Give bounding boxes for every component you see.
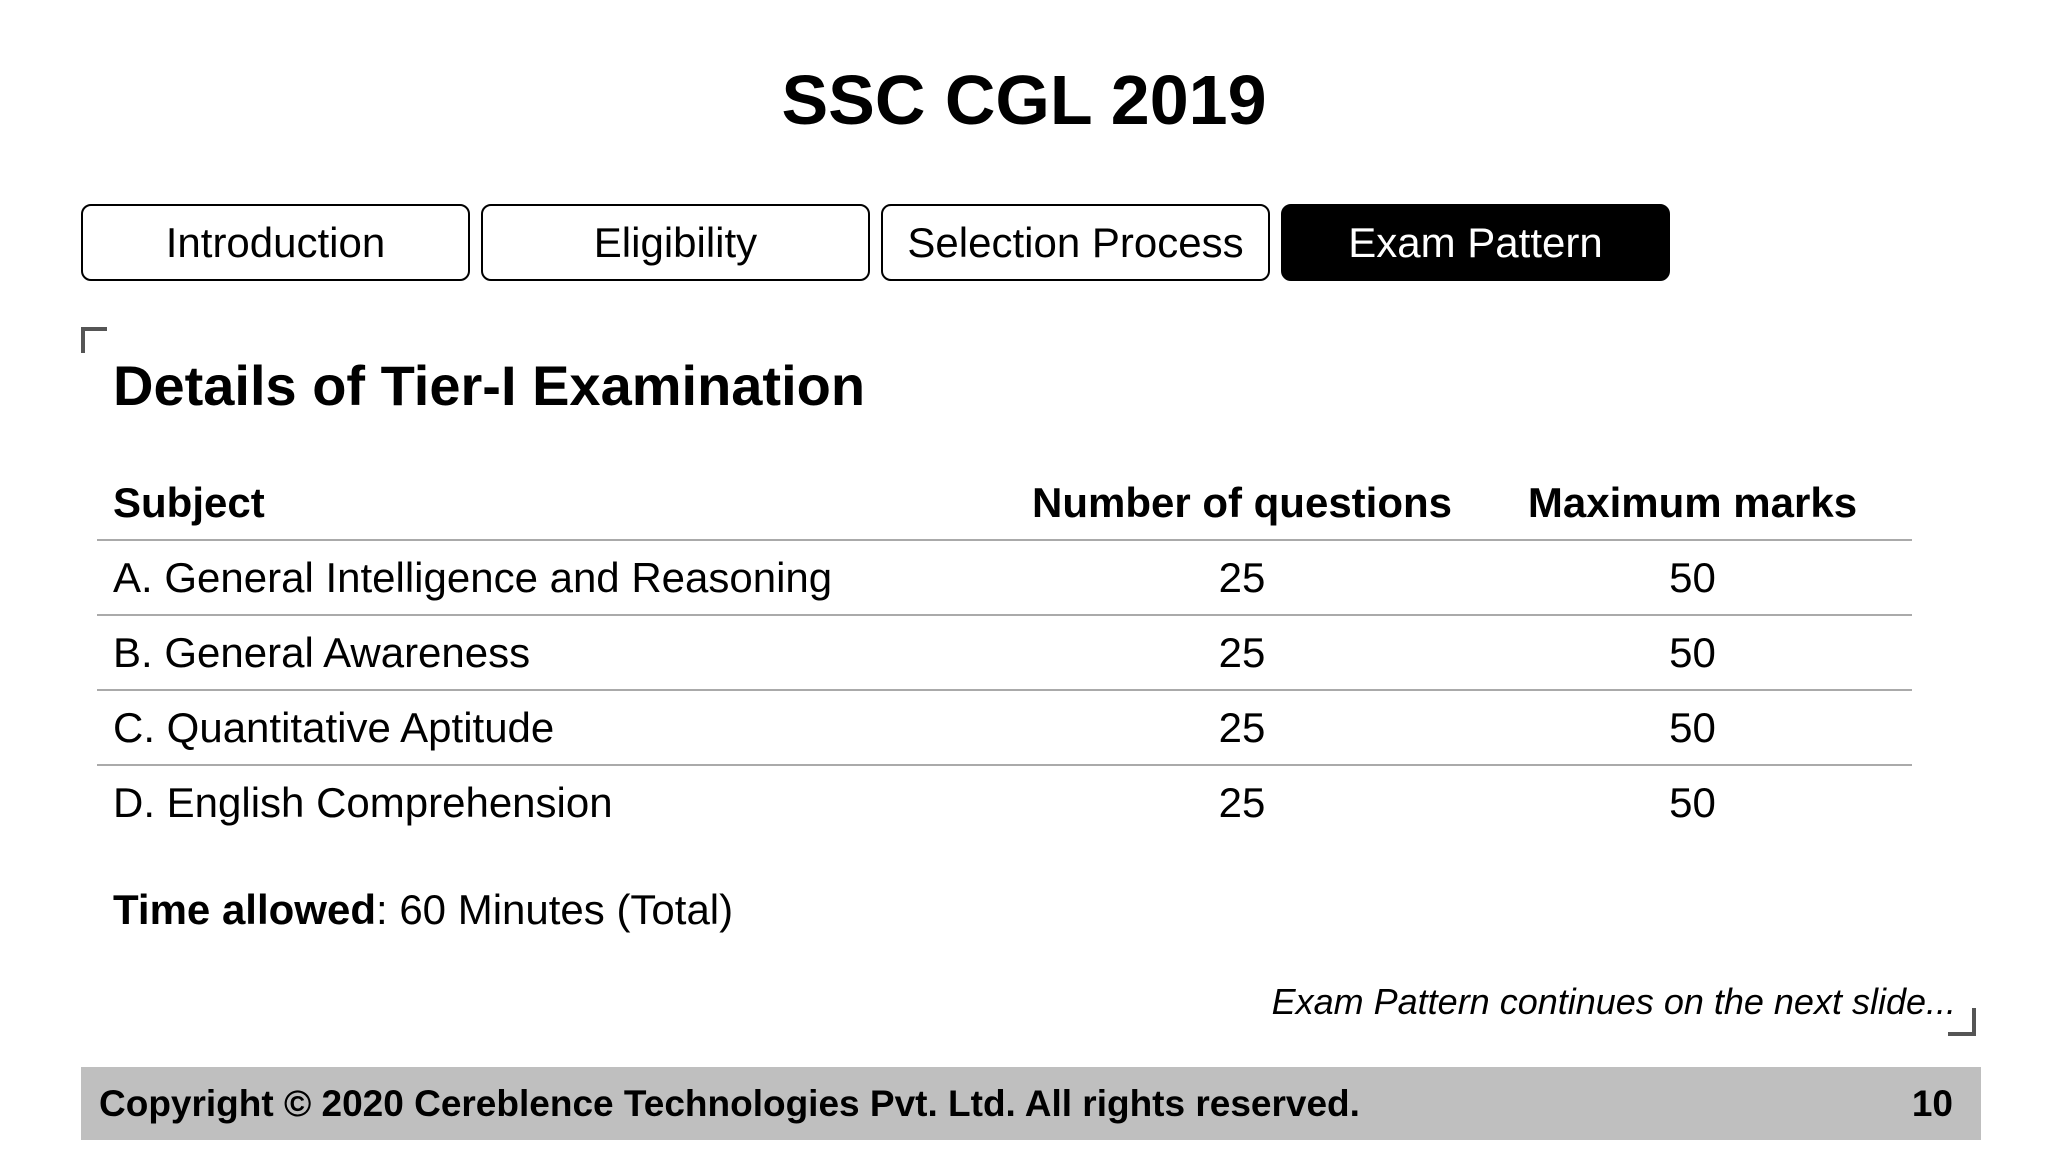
tab-eligibility[interactable]: Eligibility (481, 204, 870, 281)
slide-title: SSC CGL 2019 (781, 61, 1267, 139)
table-row: C. Quantitative Aptitude 25 50 (97, 690, 1912, 766)
marks-cell: 50 (1473, 690, 1912, 766)
subject-cell: B. General Awareness (97, 615, 1011, 691)
marks-cell: 50 (1669, 778, 1716, 826)
marks-cell: 50 (1473, 540, 1912, 616)
column-header-marks: Maximum marks (1473, 466, 1912, 541)
copyright-text: Copyright © 2020 Cereblence Technologies… (99, 1082, 1360, 1124)
subject-cell: C. Quantitative Aptitude (97, 690, 1011, 766)
time-allowed-value: : 60 Minutes (Total) (375, 886, 734, 933)
footer-bar: Copyright © 2020 Cereblence Technologies… (81, 1067, 1981, 1140)
tab-bar: Introduction Eligibility Selection Proce… (81, 204, 1670, 281)
corner-bracket-top-left (81, 327, 107, 353)
questions-cell: 25 (1218, 778, 1266, 826)
questions-cell: 25 (1011, 615, 1473, 691)
tab-introduction[interactable]: Introduction (81, 204, 470, 281)
questions-cell: 25 (1011, 540, 1473, 616)
page-number: 10 (1911, 1082, 1953, 1124)
marks-cell: 50 (1473, 615, 1912, 691)
column-header-questions: Number of questions (1011, 466, 1473, 541)
tab-selection-process[interactable]: Selection Process (881, 204, 1270, 281)
time-allowed: Time allowed: 60 Minutes (Total) (113, 882, 733, 938)
corner-bracket-bottom-right (1948, 1008, 1976, 1036)
table-row: D. English Comprehension 25 50 (97, 765, 1912, 839)
subject-cell: D. English Comprehension (113, 778, 613, 826)
time-allowed-label: Time allowed (113, 886, 376, 933)
continuation-note: Exam Pattern continues on the next slide… (1271, 981, 1956, 1022)
exam-table: Subject Number of questions Maximum mark… (97, 466, 1912, 839)
table-header-row: Subject Number of questions Maximum mark… (97, 466, 1912, 541)
table-row: B. General Awareness 25 50 (97, 615, 1912, 691)
subject-cell: A. General Intelligence and Reasoning (97, 540, 1011, 616)
table-row: A. General Intelligence and Reasoning 25… (97, 540, 1912, 616)
questions-cell: 25 (1011, 690, 1473, 766)
tab-exam-pattern[interactable]: Exam Pattern (1281, 204, 1670, 281)
section-heading: Details of Tier-I Examination (113, 354, 866, 417)
column-header-subject: Subject (97, 466, 1011, 541)
